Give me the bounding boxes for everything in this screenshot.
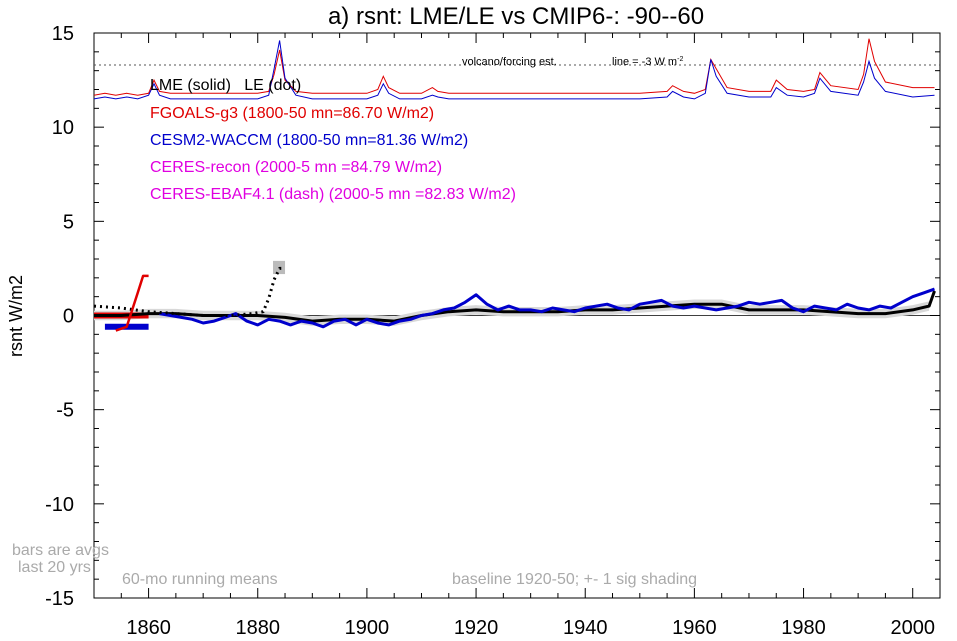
series-line bbox=[93, 266, 285, 317]
chart-title: a) rsnt: LME/LE vs CMIP6-: -90--60 bbox=[328, 3, 704, 30]
legend-entry: CERES-EBAF4.1 (dash) (2000-5 mn =82.83 W… bbox=[150, 186, 516, 203]
x-tick-label: 1880 bbox=[235, 617, 280, 639]
y-tick-label: -5 bbox=[56, 400, 74, 422]
x-tick-label: 1940 bbox=[563, 617, 608, 639]
volcano-series-line bbox=[93, 38, 935, 96]
x-tick-label: 1860 bbox=[126, 617, 171, 639]
x-tick-label: 1980 bbox=[781, 617, 826, 639]
legend-entry: CESM2-WACCM (1800-50 mn=81.36 W/m2) bbox=[150, 132, 468, 149]
bars-note-1: bars are avgs bbox=[12, 542, 109, 559]
x-tick-label: 1920 bbox=[454, 617, 499, 639]
lme-le-annotation: LME (solid) LE (dot) bbox=[150, 77, 301, 94]
running-mean-note: 60-mo running means bbox=[122, 571, 278, 588]
volcano-annotation: volcano/forcing est. bbox=[462, 56, 557, 68]
bars-note-2: last 20 yrs bbox=[18, 559, 91, 576]
baseline-note: baseline 1920-50; +- 1 sig shading bbox=[452, 571, 697, 588]
line-annotation-text: line = -3 W m bbox=[612, 56, 677, 68]
y-tick-label: -15 bbox=[45, 588, 74, 610]
series-line bbox=[159, 287, 935, 329]
x-tick-label: 1960 bbox=[672, 617, 717, 639]
y-tick-label: 0 bbox=[63, 306, 74, 328]
series-line bbox=[115, 274, 149, 332]
y-tick-label: -10 bbox=[45, 494, 74, 516]
legend-entry: CERES-recon (2000-5 mn =84.79 W/m2) bbox=[150, 159, 442, 176]
x-tick-label: 2000 bbox=[890, 617, 935, 639]
y-tick-label: 10 bbox=[52, 117, 74, 139]
legend-entry: FGOALS-g3 (1800-50 mn=86.70 W/m2) bbox=[150, 105, 434, 122]
volcano-series-line bbox=[93, 40, 935, 100]
y-axis-label: rsnt W/m2 bbox=[6, 275, 26, 357]
x-tick-label: 1900 bbox=[345, 617, 390, 639]
line-annotation-sup: -2 bbox=[677, 56, 683, 63]
line-annotation: line = -3 W m-2 bbox=[612, 56, 683, 68]
y-tick-label: 15 bbox=[52, 23, 74, 45]
y-tick-label: 5 bbox=[63, 211, 74, 233]
